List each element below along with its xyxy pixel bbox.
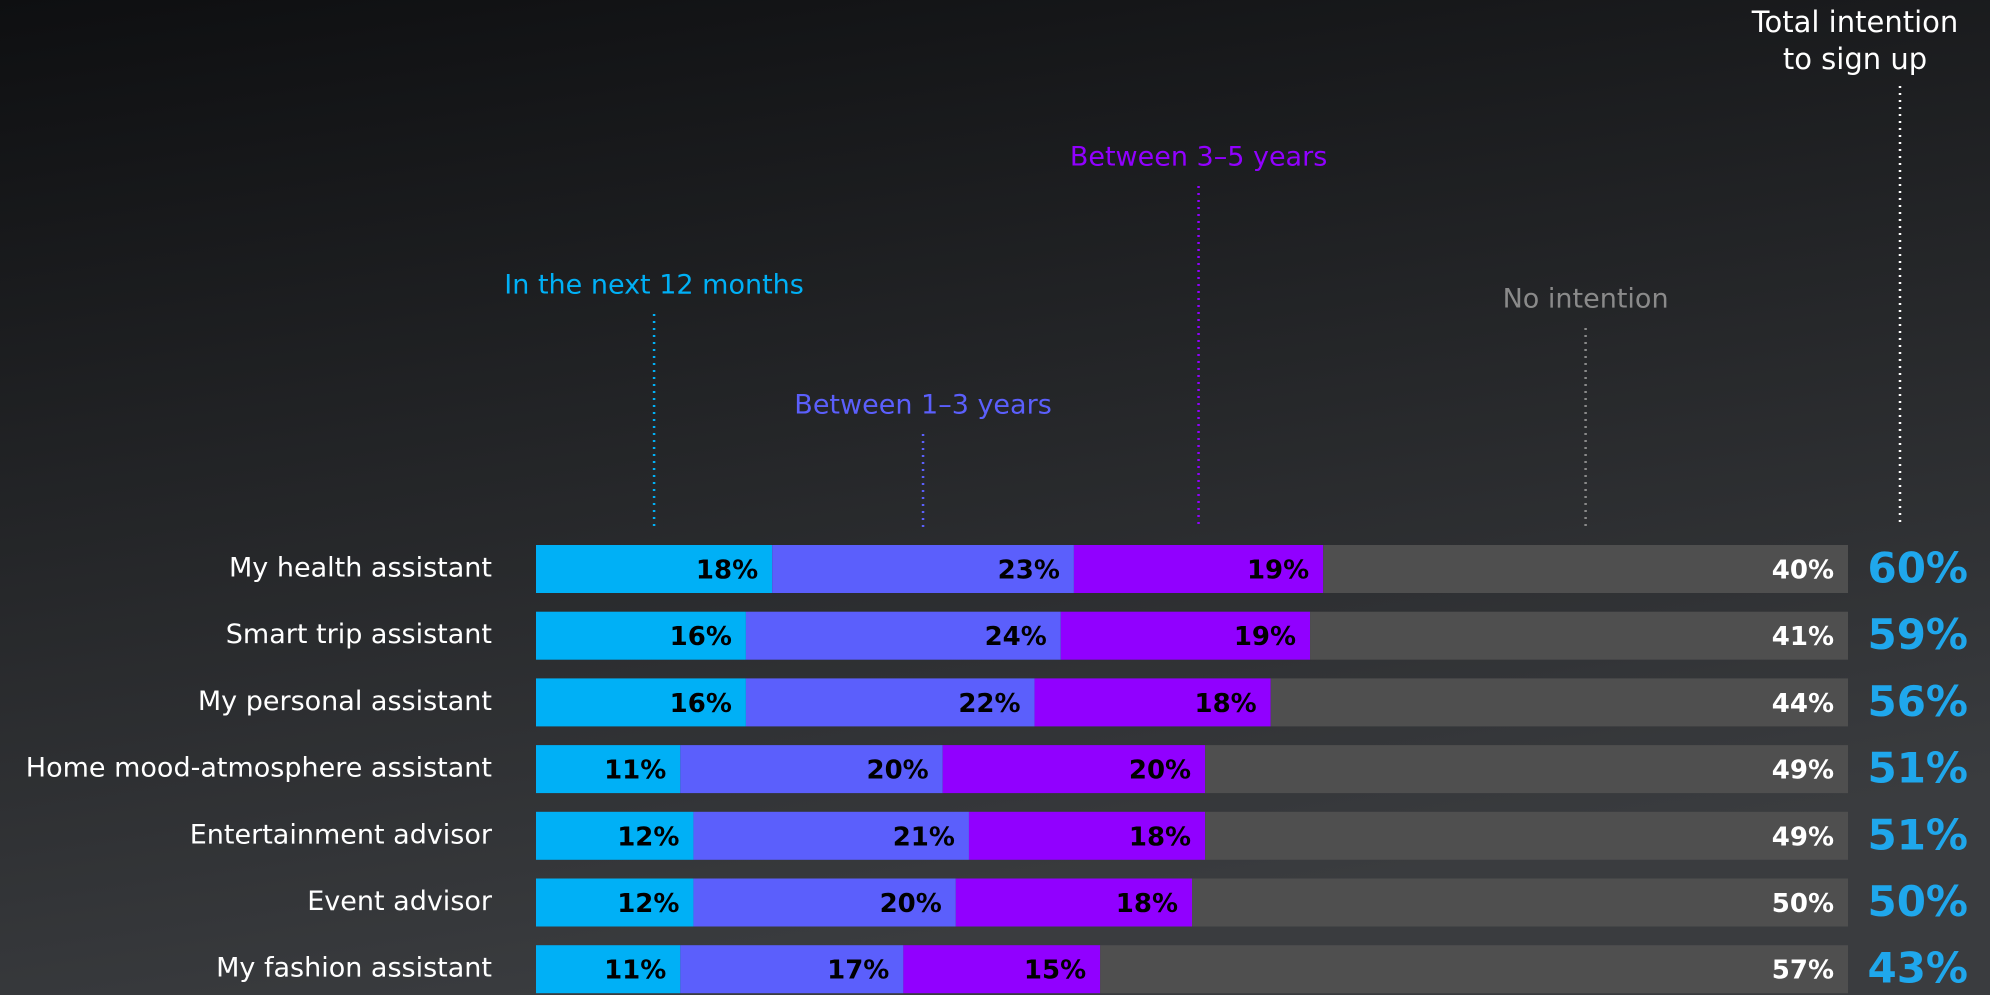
category-label: Smart trip assistant <box>226 619 492 650</box>
bar-segment <box>745 611 1061 660</box>
bar-segment <box>693 811 969 860</box>
bar-segment <box>536 745 681 794</box>
segment-label: 50% <box>1772 889 1834 919</box>
segment-label: 16% <box>670 622 732 652</box>
category-label: Home mood-atmosphere assistant <box>26 753 492 784</box>
segment-label: 49% <box>1772 822 1834 852</box>
segment-label: 20% <box>880 889 942 919</box>
bar-segment <box>1192 878 1848 927</box>
bar-segment <box>1205 811 1848 860</box>
total-value: 59% <box>1867 610 1968 659</box>
total-value: 51% <box>1867 810 1968 859</box>
segment-label: 18% <box>1116 889 1178 919</box>
bar-segment <box>680 745 943 794</box>
segment-label: 18% <box>1194 689 1256 719</box>
segment-label: 12% <box>617 822 679 852</box>
total-value: 51% <box>1867 744 1968 793</box>
legend-label: No intention <box>1503 284 1669 315</box>
segment-label: 11% <box>604 956 666 986</box>
segment-label: 20% <box>866 756 928 786</box>
bar-segment <box>536 878 694 927</box>
total-header: Total intention to sign up <box>1751 5 1959 76</box>
segment-label: 57% <box>1772 956 1834 986</box>
bar-segment <box>1060 611 1311 660</box>
segment-label: 21% <box>893 822 955 852</box>
total-value: 56% <box>1867 677 1968 726</box>
bar-segment <box>1270 678 1848 727</box>
total-value: 50% <box>1867 877 1968 926</box>
bar-segment <box>772 545 1074 593</box>
bar-segment <box>536 545 773 593</box>
bar-segment <box>903 945 1101 994</box>
segment-label: 18% <box>1129 822 1191 852</box>
bar-segment <box>693 878 956 927</box>
bar-segment <box>536 678 746 727</box>
segment-label: 20% <box>1129 756 1191 786</box>
category-label: My health assistant <box>229 553 492 584</box>
bar-segment <box>680 945 904 994</box>
segment-label: 24% <box>985 622 1047 652</box>
segment-label: 19% <box>1247 556 1309 586</box>
bar-segment <box>536 611 746 660</box>
segment-label: 15% <box>1024 956 1086 986</box>
segment-label: 17% <box>827 956 889 986</box>
segment-label: 22% <box>958 689 1020 719</box>
category-label: My fashion assistant <box>216 953 492 984</box>
legend-label: In the next 12 months <box>504 270 804 301</box>
category-label: My personal assistant <box>198 686 492 717</box>
segment-label: 44% <box>1772 689 1834 719</box>
bar-segment <box>968 811 1206 860</box>
legend-label: Between 1–3 years <box>794 390 1051 421</box>
category-label: Entertainment advisor <box>190 819 493 850</box>
bar-segment <box>536 945 681 994</box>
total-value: 43% <box>1867 944 1968 993</box>
segment-label: 16% <box>670 689 732 719</box>
bar-segment <box>536 811 694 860</box>
segment-label: 19% <box>1234 622 1296 652</box>
segment-label: 11% <box>604 756 666 786</box>
segment-label: 12% <box>617 889 679 919</box>
legend-label: Between 3–5 years <box>1070 142 1327 173</box>
bar-segment <box>1205 745 1848 794</box>
total-value: 60% <box>1867 544 1968 593</box>
bar-segment <box>1323 545 1848 593</box>
segment-label: 49% <box>1772 756 1834 786</box>
segment-label: 18% <box>696 556 758 586</box>
bar-segment <box>1034 678 1271 727</box>
segment-label: 40% <box>1772 556 1834 586</box>
bar-segment <box>1073 545 1324 593</box>
segment-label: 41% <box>1772 622 1834 652</box>
bar-segment <box>745 678 1035 727</box>
bar-segment <box>1100 945 1848 994</box>
category-label: Event advisor <box>307 886 493 917</box>
bar-segment <box>1310 611 1848 660</box>
bar-segment <box>955 878 1192 927</box>
bar-segment <box>942 745 1206 794</box>
segment-label: 23% <box>998 556 1060 586</box>
